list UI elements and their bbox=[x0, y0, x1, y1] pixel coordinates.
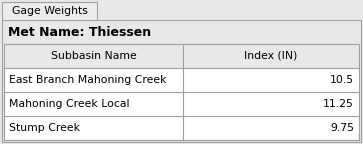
Text: Index (IN): Index (IN) bbox=[244, 51, 298, 61]
Text: 11.25: 11.25 bbox=[323, 99, 354, 109]
Bar bbox=[4, 92, 359, 116]
Bar bbox=[4, 44, 359, 68]
Bar bbox=[4, 68, 359, 92]
Bar bbox=[2, 2, 97, 20]
Bar bbox=[97, 2, 361, 20]
Text: Mahoning Creek Local: Mahoning Creek Local bbox=[9, 99, 130, 109]
Bar bbox=[4, 116, 359, 140]
Text: East Branch Mahoning Creek: East Branch Mahoning Creek bbox=[9, 75, 167, 85]
Text: Stump Creek: Stump Creek bbox=[9, 123, 80, 133]
Text: Subbasin Name: Subbasin Name bbox=[51, 51, 136, 61]
Text: Gage Weights: Gage Weights bbox=[12, 6, 87, 16]
Bar bbox=[4, 44, 359, 140]
Text: 10.5: 10.5 bbox=[330, 75, 354, 85]
Text: 9.75: 9.75 bbox=[330, 123, 354, 133]
Bar bbox=[2, 20, 361, 142]
Text: Met Name: Thiessen: Met Name: Thiessen bbox=[8, 26, 151, 39]
